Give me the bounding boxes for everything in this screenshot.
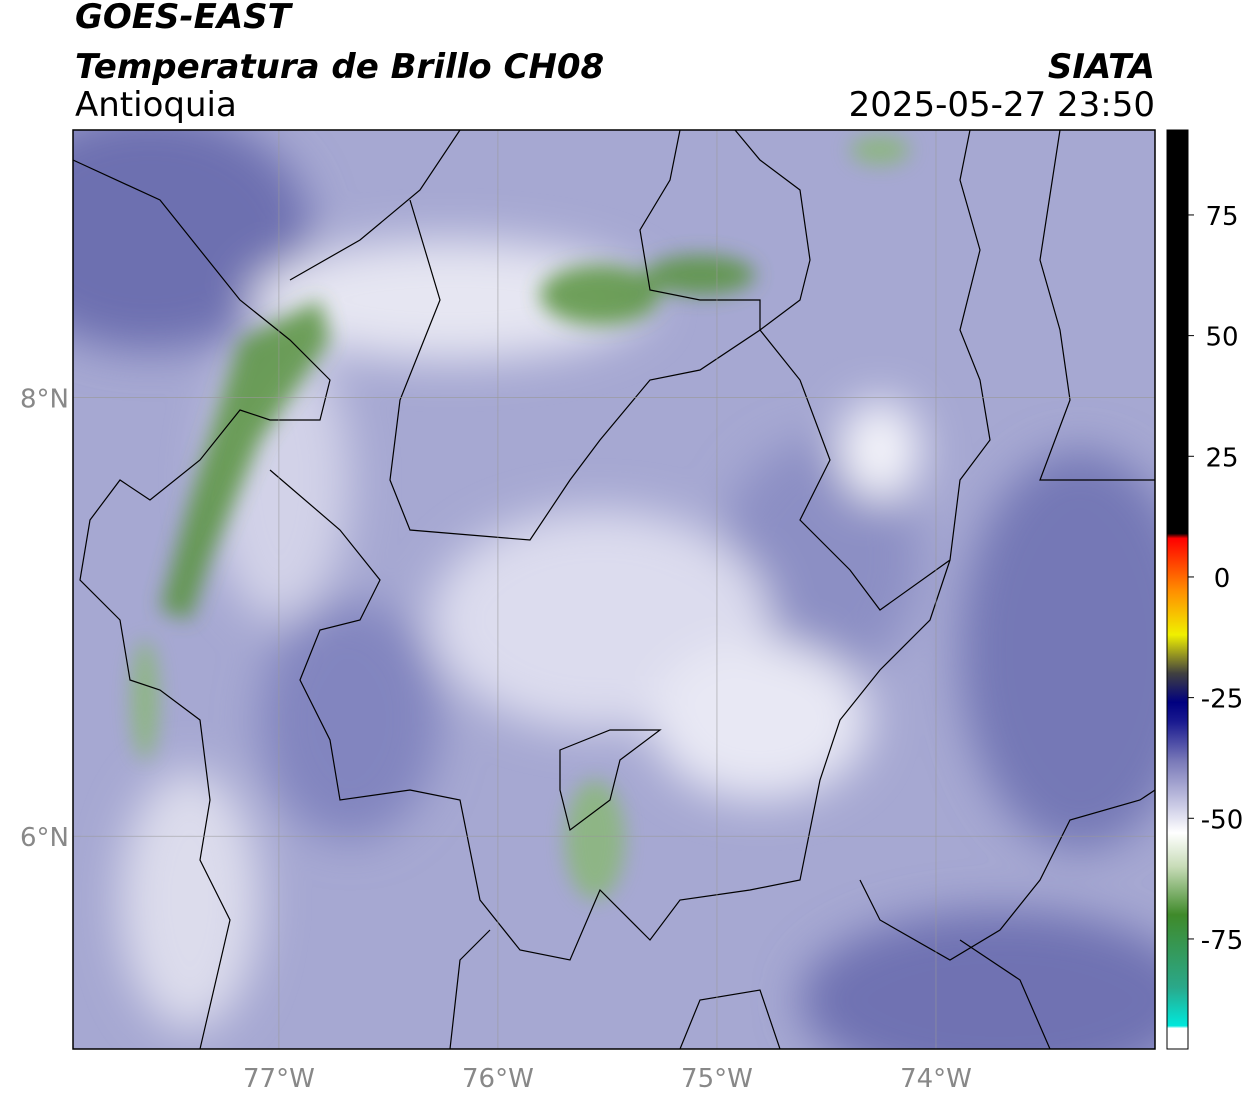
satellite-title: GOES-EAST <box>75 0 294 37</box>
source-label: SIATA <box>1048 47 1155 87</box>
colorbar-tick-label: 25 <box>1205 443 1238 473</box>
colorbar <box>1166 129 1189 1050</box>
lon-tick-label: 76°W <box>462 1064 534 1094</box>
colorbar-tick-label: 50 <box>1205 323 1238 353</box>
map-image <box>73 130 1155 1049</box>
datetime-label: 2025-05-27 23:50 <box>849 85 1155 125</box>
colorbar-tick-label: -25 <box>1201 685 1243 715</box>
product-title: Temperatura de Brillo CH08 <box>75 47 604 87</box>
lon-tick-label: 74°W <box>900 1064 972 1094</box>
graticule <box>73 130 1155 1049</box>
lat-tick-label: 6°N <box>20 823 69 853</box>
region-label: Antioquia <box>75 85 237 125</box>
colorbar-tick-label: -75 <box>1201 926 1243 956</box>
lat-tick-label: 8°N <box>20 385 69 415</box>
lon-tick-label: 75°W <box>681 1064 753 1094</box>
colorbar-tick-label: -50 <box>1201 805 1243 835</box>
lon-tick-label: 77°W <box>243 1064 315 1094</box>
colorbar-tick-label: 75 <box>1205 202 1238 232</box>
map-frame <box>72 129 1156 1050</box>
colorbar-tick-label: 0 <box>1214 564 1231 594</box>
